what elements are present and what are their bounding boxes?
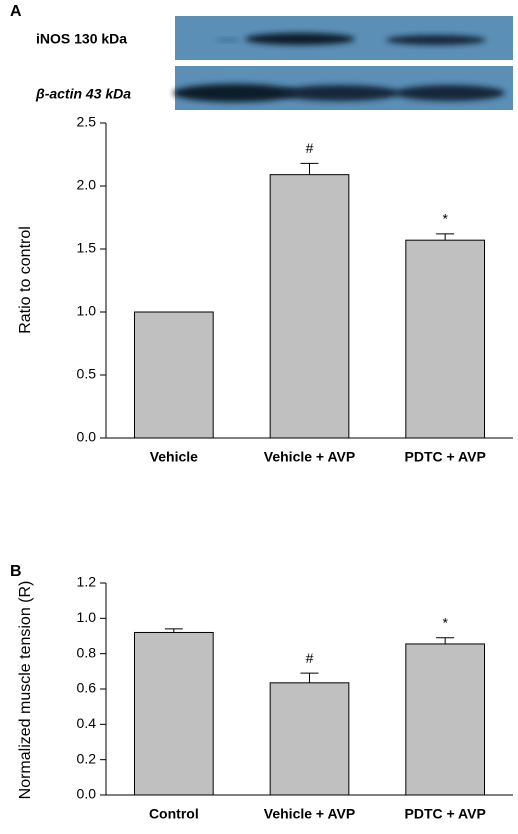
- significance-mark: *: [442, 614, 448, 630]
- error-bar: [436, 638, 454, 644]
- error-bar: [301, 673, 319, 683]
- panel-label: B: [10, 563, 22, 580]
- y-tick-label: 0.0: [77, 429, 97, 445]
- y-tick-label: 0.2: [77, 750, 97, 766]
- y-tick-label: 0.8: [77, 644, 97, 660]
- figure: AiNOS 130 kDa β-actin 43 kDa Ratio to cont…: [0, 0, 518, 834]
- blot-band: [245, 33, 355, 45]
- error-bar: [436, 234, 454, 240]
- significance-mark: #: [306, 650, 314, 666]
- bar: [270, 683, 349, 795]
- blot-band: [173, 84, 297, 102]
- x-tick-label: Vehicle: [150, 449, 198, 465]
- y-tick-label: 0.5: [77, 366, 97, 382]
- significance-mark: *: [442, 211, 448, 227]
- y-tick-label: 1.5: [77, 240, 97, 256]
- blot-band: [280, 85, 400, 101]
- error-bar: [301, 163, 319, 174]
- x-tick-label: PDTC + AVP: [405, 449, 486, 465]
- bar: [134, 632, 213, 795]
- y-tick-label: 0.0: [77, 786, 97, 802]
- y-tick-label: 0.6: [77, 680, 97, 696]
- panel-label: A: [10, 3, 22, 20]
- blot-label: β-actin 43 kDa: [35, 86, 131, 102]
- y-tick-label: 2.5: [77, 114, 97, 130]
- bar: [134, 312, 213, 438]
- y-tick-label: 1.0: [77, 609, 97, 625]
- bar: [406, 240, 485, 438]
- y-axis-label: Ratio to control: [17, 226, 34, 334]
- bar: [406, 644, 485, 795]
- y-tick-label: 1.0: [77, 303, 97, 319]
- y-tick-label: 1.2: [77, 574, 97, 590]
- y-tick-label: 0.4: [77, 715, 97, 731]
- significance-mark: #: [306, 140, 314, 156]
- western-blot: [173, 16, 513, 110]
- x-tick-label: Vehicle + AVP: [264, 449, 355, 465]
- x-tick-label: Vehicle + AVP: [264, 806, 355, 822]
- y-axis-label: Normalized muscle tension (R): [17, 581, 34, 800]
- x-tick-label: PDTC + AVP: [405, 806, 486, 822]
- blot-band: [395, 85, 505, 101]
- blot-label: iNOS 130 kDa: [36, 31, 127, 47]
- error-bar: [165, 629, 183, 633]
- blot-band: [386, 35, 486, 45]
- blot-band: [216, 38, 240, 42]
- y-tick-label: 2.0: [77, 177, 97, 193]
- bar: [270, 175, 349, 438]
- x-tick-label: Control: [149, 806, 199, 822]
